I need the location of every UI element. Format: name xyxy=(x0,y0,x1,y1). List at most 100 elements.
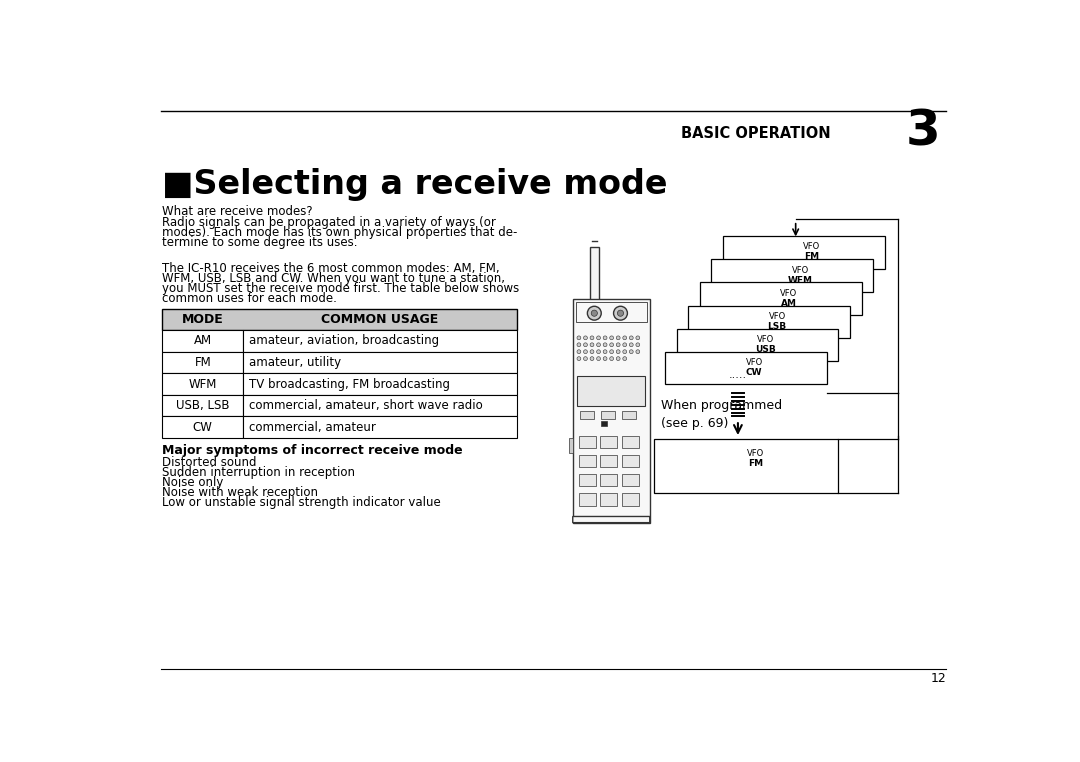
Bar xyxy=(579,436,596,448)
Bar xyxy=(600,455,618,467)
Text: Noise with weak reception: Noise with weak reception xyxy=(162,486,319,499)
Circle shape xyxy=(617,336,620,340)
Bar xyxy=(580,411,594,418)
Text: modes). Each mode has its own physical properties that de-: modes). Each mode has its own physical p… xyxy=(162,226,517,239)
Text: USB, LSB: USB, LSB xyxy=(176,399,230,412)
Bar xyxy=(243,416,516,438)
Circle shape xyxy=(603,343,607,347)
Text: FM: FM xyxy=(805,252,820,261)
Bar xyxy=(700,283,862,315)
Text: Sudden interruption in reception: Sudden interruption in reception xyxy=(162,466,355,479)
Bar xyxy=(602,411,616,418)
Circle shape xyxy=(583,336,588,340)
Circle shape xyxy=(596,350,600,354)
Text: LSB: LSB xyxy=(768,322,786,331)
Circle shape xyxy=(590,336,594,340)
Text: What are receive modes?: What are receive modes? xyxy=(162,206,313,219)
Text: commercial, amateur, short wave radio: commercial, amateur, short wave radio xyxy=(249,399,483,412)
Text: VFO: VFO xyxy=(769,312,786,321)
Bar xyxy=(579,474,596,486)
Text: Distorted sound: Distorted sound xyxy=(162,456,257,469)
Text: MODE: MODE xyxy=(181,313,224,326)
Bar xyxy=(579,455,596,467)
Text: The IC-R10 receives the 6 most common modes: AM, FM,: The IC-R10 receives the 6 most common mo… xyxy=(162,262,500,275)
Text: ■Selecting a receive mode: ■Selecting a receive mode xyxy=(162,168,667,201)
Circle shape xyxy=(591,310,597,316)
Bar xyxy=(243,373,516,395)
Text: termine to some degree its uses.: termine to some degree its uses. xyxy=(162,236,357,249)
Bar xyxy=(243,395,516,416)
Bar xyxy=(622,411,636,418)
Circle shape xyxy=(583,350,588,354)
Text: VFO: VFO xyxy=(804,242,821,251)
Bar xyxy=(653,440,838,493)
Circle shape xyxy=(603,336,607,340)
Bar xyxy=(622,455,639,467)
Circle shape xyxy=(630,350,633,354)
Bar xyxy=(665,352,827,384)
Circle shape xyxy=(590,343,594,347)
Text: VFO: VFO xyxy=(745,358,762,367)
Text: BASIC OPERATION: BASIC OPERATION xyxy=(681,126,831,141)
Circle shape xyxy=(617,350,620,354)
Circle shape xyxy=(577,343,581,347)
Text: amateur, aviation, broadcasting: amateur, aviation, broadcasting xyxy=(249,335,440,347)
Text: Noise only: Noise only xyxy=(162,476,224,489)
Bar xyxy=(677,328,838,361)
Text: AM: AM xyxy=(193,335,212,347)
Circle shape xyxy=(577,350,581,354)
Text: WFM: WFM xyxy=(787,276,813,284)
Circle shape xyxy=(610,343,613,347)
Text: VFO: VFO xyxy=(757,335,774,344)
Text: VFO: VFO xyxy=(746,449,764,458)
Bar xyxy=(622,493,639,506)
Circle shape xyxy=(583,343,588,347)
Bar xyxy=(576,303,647,322)
Text: FM: FM xyxy=(747,459,762,468)
Text: VFO: VFO xyxy=(792,266,809,274)
Text: AM: AM xyxy=(781,299,797,308)
Text: Radio signals can be propagated in a variety of ways (or: Radio signals can be propagated in a var… xyxy=(162,216,496,229)
Circle shape xyxy=(603,357,607,360)
Text: you MUST set the receive mode first. The table below shows: you MUST set the receive mode first. The… xyxy=(162,283,519,296)
Circle shape xyxy=(623,336,626,340)
Bar xyxy=(600,493,618,506)
Text: VFO: VFO xyxy=(780,289,797,298)
Text: commercial, amateur: commercial, amateur xyxy=(249,421,376,434)
Bar xyxy=(578,376,645,405)
Text: 12: 12 xyxy=(931,672,946,685)
Circle shape xyxy=(603,350,607,354)
Bar xyxy=(600,474,618,486)
Circle shape xyxy=(617,357,620,360)
Bar xyxy=(600,436,618,448)
Text: WFM: WFM xyxy=(189,377,217,391)
Circle shape xyxy=(636,350,639,354)
Bar xyxy=(162,352,243,373)
Bar xyxy=(622,474,639,486)
Circle shape xyxy=(590,350,594,354)
Circle shape xyxy=(623,357,626,360)
Circle shape xyxy=(610,336,613,340)
Circle shape xyxy=(613,306,627,320)
Circle shape xyxy=(596,343,600,347)
Bar xyxy=(243,330,516,352)
Bar xyxy=(162,373,243,395)
Text: common uses for each mode.: common uses for each mode. xyxy=(162,293,337,306)
Bar xyxy=(723,236,885,268)
Bar xyxy=(162,416,243,438)
Circle shape xyxy=(588,306,602,320)
Text: TV broadcasting, FM broadcasting: TV broadcasting, FM broadcasting xyxy=(249,377,450,391)
Circle shape xyxy=(636,343,639,347)
Circle shape xyxy=(630,343,633,347)
Bar xyxy=(590,247,599,309)
Circle shape xyxy=(623,350,626,354)
Bar xyxy=(243,352,516,373)
Text: .....: ..... xyxy=(729,370,747,379)
Text: CW: CW xyxy=(746,368,762,377)
Bar xyxy=(569,438,572,453)
Text: amateur, utility: amateur, utility xyxy=(249,356,341,369)
Circle shape xyxy=(596,336,600,340)
Circle shape xyxy=(583,357,588,360)
Circle shape xyxy=(577,357,581,360)
Bar xyxy=(712,259,873,292)
